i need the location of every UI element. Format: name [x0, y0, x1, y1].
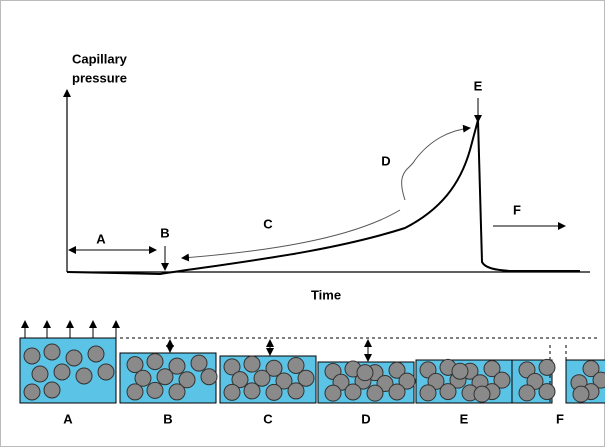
particle: [287, 356, 305, 374]
particle: [43, 343, 61, 361]
particle: [582, 360, 600, 378]
particle: [265, 383, 283, 401]
panel-label: E: [460, 411, 469, 426]
particle: [572, 385, 590, 403]
particle: [243, 355, 261, 373]
arrow: [181, 209, 401, 262]
panel-label: A: [63, 411, 73, 426]
particle: [243, 382, 261, 400]
stage-label: B: [160, 225, 169, 240]
particle: [31, 365, 49, 383]
panel-label: F: [556, 411, 564, 426]
particle: [324, 384, 342, 402]
particle: [126, 356, 144, 374]
particle: [200, 368, 218, 386]
particle: [178, 371, 196, 389]
particle: [356, 364, 374, 382]
particle: [419, 384, 437, 402]
particle: [388, 383, 406, 401]
y-axis-label: pressure: [72, 70, 127, 85]
particle: [398, 372, 416, 390]
particle: [156, 368, 174, 386]
particle: [87, 345, 105, 363]
particle: [134, 369, 152, 387]
particle: [65, 349, 83, 367]
particle: [126, 383, 144, 401]
particle: [297, 369, 315, 387]
panel-label: B: [163, 411, 172, 426]
panel-label: D: [361, 411, 370, 426]
particle: [518, 384, 536, 402]
particle: [53, 363, 71, 381]
y-axis-label: Capillary: [72, 51, 128, 66]
particle: [168, 357, 186, 375]
particle: [253, 369, 271, 387]
particle: [265, 359, 283, 377]
stage-label: F: [513, 202, 521, 217]
particle: [23, 383, 41, 401]
arrow: [401, 124, 471, 201]
particle: [223, 358, 241, 376]
particle: [97, 363, 115, 381]
stage-label: D: [381, 153, 390, 168]
particle: [592, 371, 605, 389]
particle: [223, 383, 241, 401]
particle: [168, 383, 186, 401]
stage-label: C: [263, 216, 273, 231]
stage-label: E: [474, 78, 483, 93]
x-axis-label: Time: [311, 287, 341, 302]
particle: [493, 371, 511, 389]
pressure-curve: [66, 119, 580, 276]
particle: [483, 360, 501, 378]
particle: [43, 381, 61, 399]
particle: [231, 371, 249, 389]
stage-label: A: [96, 231, 106, 246]
particle: [473, 385, 491, 403]
panel-label: C: [263, 411, 273, 426]
particle: [190, 354, 208, 372]
particle: [388, 361, 406, 379]
particle: [538, 358, 556, 376]
particle: [23, 347, 41, 365]
particle: [439, 383, 457, 401]
particle: [451, 362, 469, 380]
particle: [146, 353, 164, 371]
particle: [538, 383, 556, 401]
particle: [344, 383, 362, 401]
particle: [366, 384, 384, 402]
panels: A B C D E F: [19, 320, 605, 426]
particle: [275, 372, 293, 390]
particle: [146, 381, 164, 399]
particle: [75, 367, 93, 385]
particle: [287, 382, 305, 400]
